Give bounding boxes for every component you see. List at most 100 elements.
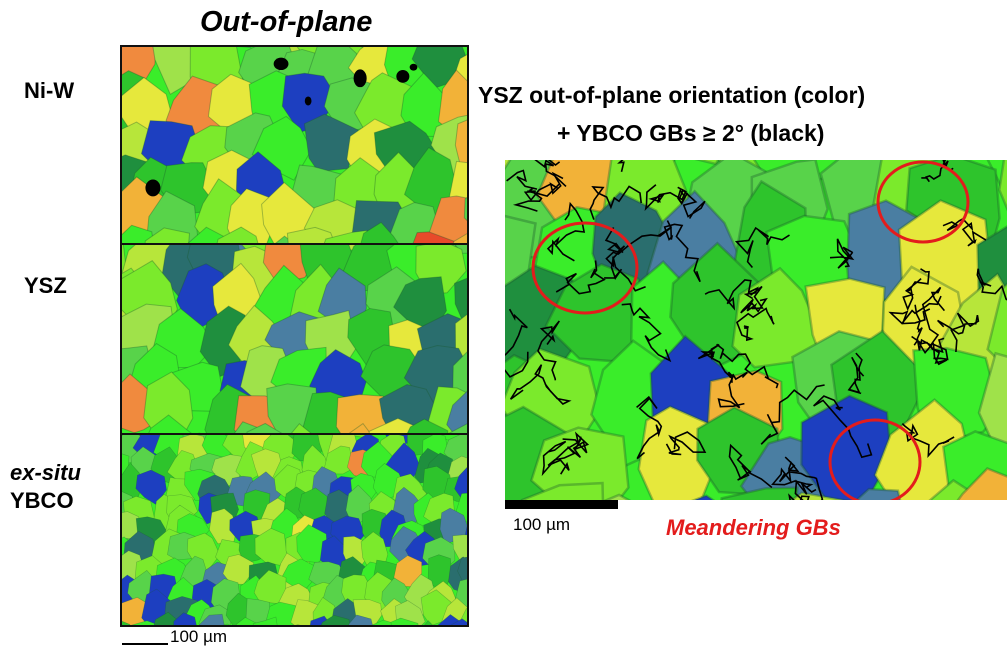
meandering-gbs-caption: Meandering GBs (666, 515, 841, 540)
dark-grain (396, 70, 410, 83)
left-title: Out-of-plane (200, 6, 373, 38)
ni-w-orientation-map (120, 45, 469, 245)
grain (348, 614, 373, 625)
grain-boundary (546, 201, 586, 262)
grain (323, 229, 369, 243)
grain (122, 224, 154, 243)
grain-boundary (621, 303, 672, 363)
grain (143, 371, 194, 433)
grain (368, 417, 417, 433)
grain-boundary (913, 286, 946, 355)
grain (998, 160, 1007, 212)
row-label-ybco: YBCO (10, 488, 74, 513)
grain (854, 487, 902, 500)
grain-boundary (657, 223, 701, 283)
grain-boundary (505, 308, 529, 378)
grain-boundary (506, 169, 543, 212)
grain-boundary (716, 343, 779, 389)
grain-boundary (547, 438, 588, 475)
grain (222, 554, 255, 585)
grain (956, 467, 1007, 500)
right-title-line1: YSZ out-of-plane orientation (color) (478, 82, 866, 108)
grain (198, 613, 225, 625)
row-label-ni-w: Ni-W (24, 78, 75, 103)
grain-boundary (697, 343, 733, 383)
grain-boundary (534, 160, 567, 187)
row-label-ex-situ: ex-situ (10, 460, 81, 485)
highlight-circle-2 (876, 160, 970, 244)
grain (216, 226, 259, 243)
highlight-circle-3 (828, 418, 922, 500)
grain (520, 481, 605, 500)
grain (187, 226, 228, 243)
grain (253, 569, 287, 605)
grain-boundary (921, 160, 954, 183)
grain-boundary (555, 260, 606, 295)
grain (694, 160, 720, 166)
grain (323, 445, 354, 475)
grain-boundary (976, 268, 1007, 301)
grain (720, 486, 799, 500)
grain (424, 620, 433, 625)
grain-boundary (813, 395, 873, 459)
dark-grain (273, 57, 289, 71)
grain-boundary (736, 307, 775, 342)
grain (348, 422, 371, 433)
scale-bar-left (122, 643, 168, 645)
grain-boundary (589, 185, 642, 220)
grain (148, 414, 192, 433)
grain (454, 245, 467, 254)
grain-boundary (829, 238, 855, 269)
grain-boundary (937, 312, 980, 353)
dark-grain (145, 179, 161, 197)
dark-grain (409, 63, 418, 71)
scale-label-left: 100 µm (170, 627, 228, 646)
grain-boundary (636, 395, 663, 460)
grain (789, 491, 851, 500)
scale-label-right: 100 µm (513, 515, 571, 534)
grain (144, 227, 191, 243)
grain (254, 528, 288, 566)
grain (446, 390, 467, 433)
grain (454, 277, 467, 320)
grain-boundary (604, 227, 626, 280)
grain-boundary (605, 220, 672, 292)
grain (286, 226, 336, 243)
highlight-circle-1 (531, 221, 639, 315)
grain (406, 418, 449, 433)
scale-bar-right (505, 500, 618, 509)
grain (320, 614, 351, 625)
grain (452, 534, 467, 564)
grain (464, 525, 467, 538)
grain-boundary (942, 217, 987, 247)
grain-boundary (509, 364, 572, 405)
grain (135, 469, 167, 505)
grain-boundary (728, 443, 773, 489)
grain (246, 422, 283, 433)
grain (452, 233, 467, 243)
grain (450, 618, 467, 625)
grain-boundary (847, 352, 865, 395)
grain (290, 423, 312, 433)
grain (122, 620, 131, 625)
grain-boundary (760, 384, 825, 445)
grain (977, 351, 1007, 462)
right-title-line2: + YBCO GBs ≥ 2° (black) (557, 120, 825, 146)
grain-boundary (888, 295, 942, 325)
grain (428, 195, 467, 243)
grain (360, 221, 399, 243)
grain (454, 578, 467, 611)
grain (412, 231, 456, 243)
grain-boundary (665, 431, 707, 456)
row-label-ysz: YSZ (24, 273, 67, 298)
grain (173, 612, 197, 625)
grain-boundary (734, 226, 790, 269)
grain-boundary (931, 337, 949, 366)
grain-boundary (911, 304, 934, 351)
grain-boundary (788, 479, 817, 500)
grain (122, 427, 137, 433)
grain-boundary (677, 188, 706, 219)
grain (252, 616, 278, 625)
ybco-orientation-map (120, 433, 469, 627)
grain-boundary (717, 371, 748, 409)
